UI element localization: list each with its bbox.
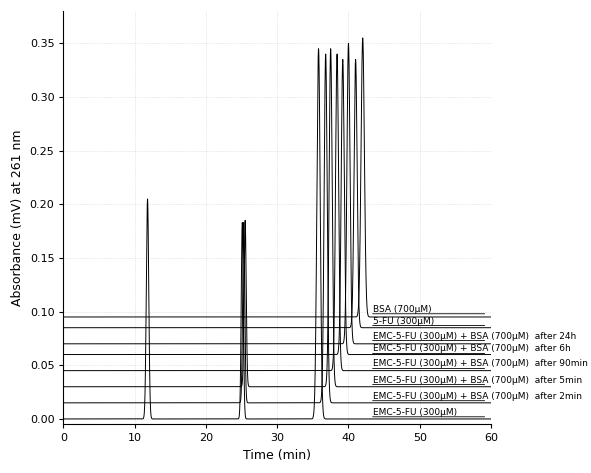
Text: EMC-5-FU (300μM) + BSA (700μM)  after 5min: EMC-5-FU (300μM) + BSA (700μM) after 5mi… [374, 376, 583, 385]
Text: 5-FU (300μM): 5-FU (300μM) [374, 316, 434, 325]
Text: EMC-5-FU (300μM) + BSA (700μM)  after 90min: EMC-5-FU (300μM) + BSA (700μM) after 90m… [374, 359, 588, 368]
Text: BSA (700μM): BSA (700μM) [374, 305, 432, 314]
Text: EMC-5-FU (300μM): EMC-5-FU (300μM) [374, 408, 457, 417]
Text: EMC-5-FU (300μM) + BSA (700μM)  after 2min: EMC-5-FU (300μM) + BSA (700μM) after 2mi… [374, 392, 582, 401]
Y-axis label: Absorbance (mV) at 261 nm: Absorbance (mV) at 261 nm [11, 130, 24, 306]
X-axis label: Time (min): Time (min) [243, 449, 311, 462]
Text: EMC-5-FU (300μM) + BSA (700μM)  after 6h: EMC-5-FU (300μM) + BSA (700μM) after 6h [374, 344, 571, 353]
Text: EMC-5-FU (300μM) + BSA (700μM)  after 24h: EMC-5-FU (300μM) + BSA (700μM) after 24h [374, 332, 577, 341]
